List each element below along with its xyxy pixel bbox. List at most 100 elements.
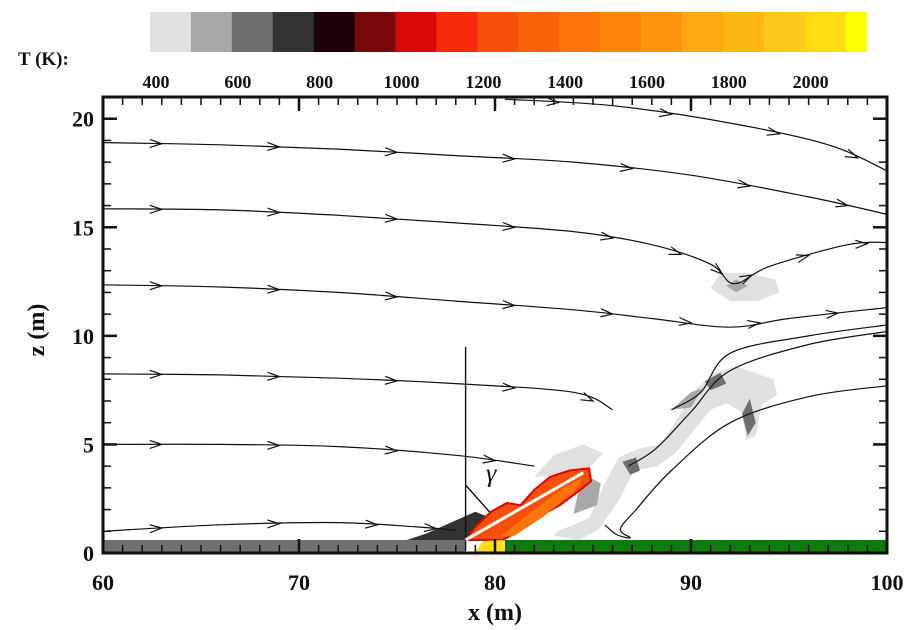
y-tick-label: 10 [72, 324, 94, 349]
streamline-arrowhead [739, 274, 754, 285]
angle-indicator [465, 484, 491, 513]
streamline-arrowhead [384, 445, 399, 455]
y-tick-label: 0 [83, 541, 94, 566]
arrowhead-stroke [267, 440, 282, 450]
colorbar-swatch [190, 12, 233, 52]
colorbar-tick-label: 2000 [793, 72, 829, 92]
colorbar-tick-label: 1200 [465, 72, 501, 92]
flame-core-patch [498, 477, 584, 538]
streamline-arrowhead [710, 262, 724, 276]
arrowhead-stroke [365, 519, 380, 529]
axis-ticks [101, 96, 889, 555]
streamline-arrowhead [844, 148, 860, 159]
arrowhead-stroke [482, 454, 497, 464]
colorbar-swatch [231, 12, 274, 52]
colorbar-swatch [436, 12, 478, 52]
arrowhead-stroke [267, 284, 282, 294]
streamline-arrowhead [384, 147, 399, 157]
arrowhead-stroke [546, 97, 561, 107]
arrowhead-stroke [384, 445, 399, 455]
arrowhead-stroke [747, 320, 762, 330]
arrowhead-stroke [149, 204, 164, 214]
arrowhead-stroke [384, 213, 399, 223]
arrowhead-stroke [149, 524, 164, 534]
arrowhead-stroke [149, 439, 164, 449]
colorbar-swatch [722, 12, 765, 52]
x-tick-label: 60 [92, 570, 114, 595]
arrowhead-stroke [668, 246, 684, 256]
arrowhead-stroke [267, 207, 282, 217]
y-tick-label: 5 [83, 432, 94, 457]
flame-base-patch [475, 540, 505, 552]
colorbar: T (K): 400 600 800 1000 1200 1400 1600 1800 2000 [18, 12, 867, 92]
arrowhead-stroke [502, 382, 517, 392]
colorbar-swatch [640, 12, 683, 52]
colorbar-swatch [518, 12, 560, 52]
streamline-arrowhead [384, 213, 399, 223]
streamline-arrowhead [267, 284, 282, 294]
colorbar-tick-label: 1000 [383, 72, 419, 92]
streamline-arrowhead [149, 439, 164, 449]
arrowhead-stroke [580, 392, 595, 402]
arrowhead-stroke [502, 153, 517, 163]
streamlines [103, 97, 887, 539]
streamline-arrowhead [546, 97, 561, 107]
arrowhead-stroke [855, 239, 870, 249]
ground-layer [103, 539, 887, 553]
streamline-arrowhead [423, 523, 439, 533]
colorbar-swatch [313, 12, 356, 52]
colorbar-tick-label: 1600 [629, 72, 665, 92]
plot-area: γ 60 70 80 90 100 0 5 10 15 20 x (m) z (m) [24, 95, 904, 626]
colorbar-swatch [804, 12, 847, 52]
streamline-arrowhead [668, 246, 684, 256]
streamline-arrowhead [658, 108, 674, 118]
y-axis-title: z (m) [24, 304, 50, 357]
arrowhead-stroke [149, 281, 164, 291]
arrowhead-stroke [149, 138, 164, 149]
arrowhead-stroke [600, 231, 615, 241]
annotations: γ [464, 346, 584, 551]
streamline [604, 385, 887, 539]
colorbar-tick-label: 600 [224, 72, 251, 92]
contour-patch-500 [726, 279, 748, 293]
contour-patch-500 [671, 388, 703, 410]
colorbar-tick-label: 1400 [547, 72, 583, 92]
colorbar-swatch [272, 12, 315, 52]
streamline-arrowhead [855, 239, 870, 249]
streamline [103, 443, 535, 467]
streamline-arrowhead [267, 519, 282, 529]
streamline-arrowhead [482, 454, 497, 464]
x-tick-labels: 60 70 80 90 100 [92, 570, 904, 595]
streamline-arrowhead [766, 126, 782, 136]
ground-burned-fuel [103, 539, 466, 553]
colorbar-tick-labels: 400 600 800 1000 1200 1400 1600 1800 2000 [143, 72, 829, 92]
streamline-arrowhead [149, 524, 164, 534]
flame-axis-line [464, 471, 584, 542]
arrowhead-stroke [658, 108, 674, 118]
arrowhead-stroke [619, 162, 635, 172]
streamline [504, 98, 887, 172]
arrowhead-stroke [267, 141, 282, 152]
x-axis-title: x (m) [468, 600, 522, 626]
streamline-arrowhead [747, 320, 762, 330]
streamline-arrowhead [737, 179, 752, 189]
x-tick-label: 80 [484, 570, 506, 595]
streamline [103, 521, 456, 532]
x-tick-label: 100 [871, 570, 904, 595]
arrowhead-stroke [678, 316, 693, 327]
colorbar-swatch [477, 12, 519, 52]
arrowhead-stroke [423, 523, 439, 533]
arrowhead-stroke [384, 375, 399, 385]
arrowhead-stroke [384, 147, 399, 157]
arrowhead-stroke [502, 221, 517, 231]
streamline-arrowhead [678, 316, 693, 327]
streamline-arrowhead [795, 254, 811, 264]
y-tick-label: 20 [72, 107, 94, 132]
streamline-arrowhead [502, 382, 517, 392]
arrowhead-stroke [600, 308, 615, 318]
streamline [103, 284, 887, 328]
streamline [103, 208, 887, 285]
streamline-arrowhead [384, 375, 399, 385]
arrowhead-stroke [739, 274, 754, 285]
temperature-contours [406, 272, 780, 552]
